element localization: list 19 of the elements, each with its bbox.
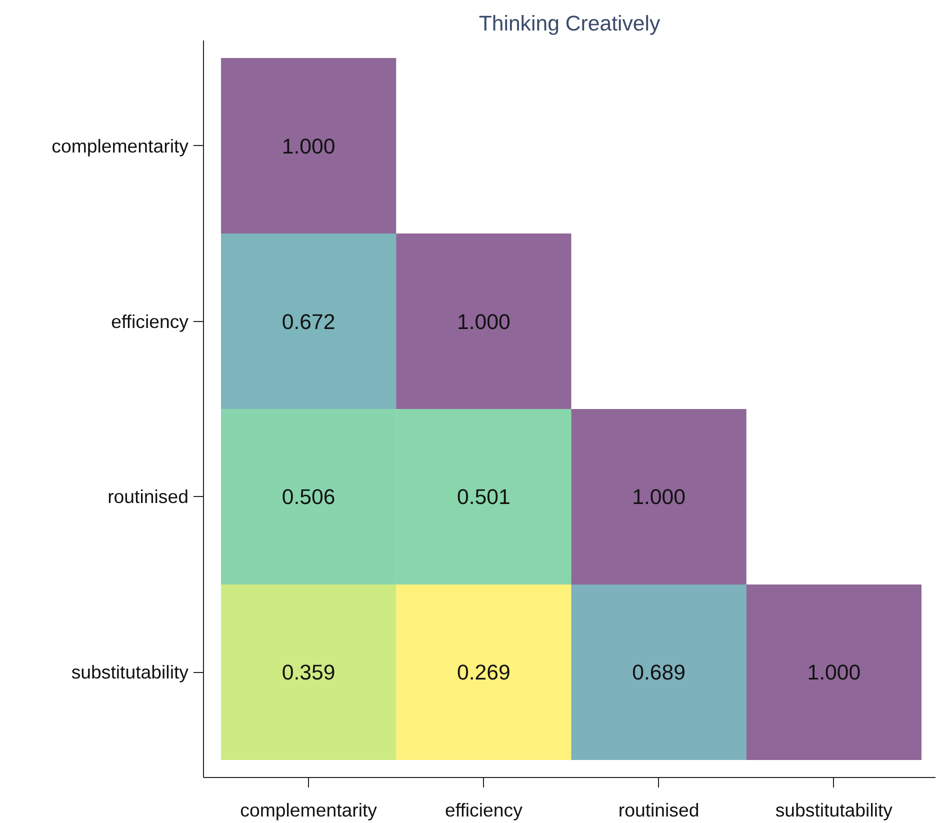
y-tick-label: substitutability <box>71 662 190 683</box>
data-label: 0.269 <box>457 660 510 685</box>
data-label: 0.359 <box>282 660 336 685</box>
x-tick-label: routinised <box>618 800 700 820</box>
x-tick-label: efficiency <box>444 800 524 820</box>
data-label: 0.689 <box>632 660 686 685</box>
data-label: 1.000 <box>457 310 511 334</box>
y-tick-label: complementarity <box>52 135 190 156</box>
y-tick-label: efficiency <box>111 310 190 332</box>
data-label: 1.000 <box>807 660 861 685</box>
data-label: 0.672 <box>282 310 336 334</box>
x-tick-label: substitutability <box>775 800 894 820</box>
y-tick-label: routinised <box>108 486 189 508</box>
data-label: 1.000 <box>282 134 336 158</box>
chart-title: Thinking Creatively <box>478 12 661 36</box>
x-tick-label: complementarity <box>240 800 378 820</box>
data-label: 0.501 <box>457 485 510 510</box>
data-label: 0.506 <box>282 485 336 510</box>
data-label: 1.000 <box>632 485 686 510</box>
